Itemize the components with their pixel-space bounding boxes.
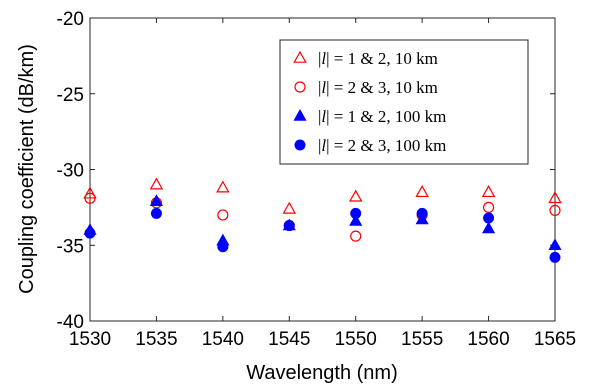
y-tick-label: -20 bbox=[57, 9, 84, 30]
x-tick-label: 1555 bbox=[401, 329, 443, 350]
data-point bbox=[548, 191, 562, 204]
x-tick-label: 1535 bbox=[135, 329, 177, 350]
data-point bbox=[216, 180, 230, 193]
data-point bbox=[483, 212, 495, 224]
data-point bbox=[150, 207, 162, 219]
x-axis-label: Wavelength (nm) bbox=[246, 362, 398, 384]
legend: |l| = 1 & 2, 10 km |l| = 2 & 3, 10 km |l| … bbox=[279, 39, 529, 165]
data-point bbox=[217, 209, 229, 221]
legend-label: |l| = 2 & 3, 100 km bbox=[318, 136, 446, 155]
data-point bbox=[350, 230, 362, 242]
data-point bbox=[548, 238, 562, 250]
y-tick-label: -35 bbox=[57, 236, 84, 257]
data-point bbox=[149, 177, 164, 190]
y-axis: -40 -35 -30 -25 -20 bbox=[57, 9, 555, 333]
data-point bbox=[482, 201, 495, 213]
y-axis-label: Coupling coefficient (dB/km) bbox=[16, 44, 38, 294]
x-tick-label: 1560 bbox=[467, 329, 509, 350]
y-tick-label: -25 bbox=[57, 85, 84, 106]
data-point bbox=[149, 194, 163, 207]
data-point bbox=[482, 221, 496, 234]
data-point bbox=[416, 207, 428, 219]
data-point bbox=[283, 220, 295, 232]
data-point bbox=[549, 251, 561, 263]
y-tick-label: -30 bbox=[57, 161, 84, 182]
data-point bbox=[84, 227, 96, 239]
data-point bbox=[217, 241, 229, 253]
data-point bbox=[84, 192, 96, 204]
data-point bbox=[549, 204, 561, 217]
data-point bbox=[348, 189, 363, 202]
data-point bbox=[481, 184, 496, 198]
x-tick-label: 1545 bbox=[268, 329, 310, 350]
x-tick-label: 1565 bbox=[534, 329, 576, 350]
y-tick-label: -40 bbox=[57, 312, 84, 333]
legend-label: |l| = 1 & 2, 100 km bbox=[318, 107, 446, 126]
legend-box bbox=[279, 39, 529, 165]
x-tick-label: 1530 bbox=[69, 329, 111, 350]
data-point bbox=[415, 184, 429, 198]
legend-label: |l| = 2 & 3, 10 km bbox=[318, 78, 438, 97]
data-point bbox=[350, 207, 362, 219]
data-point bbox=[349, 213, 363, 226]
legend-marker bbox=[293, 50, 307, 63]
x-tick-label: 1550 bbox=[335, 329, 377, 350]
legend-marker bbox=[294, 81, 306, 93]
legend-marker bbox=[293, 108, 307, 121]
x-tick-label: 1540 bbox=[202, 329, 244, 350]
data-point bbox=[83, 186, 97, 199]
series-1 bbox=[83, 177, 562, 214]
legend-marker bbox=[294, 139, 306, 151]
data-point bbox=[282, 201, 297, 214]
x-axis: 1530 1535 1540 1545 1550 1555 1560 1565 bbox=[69, 18, 576, 350]
data-points bbox=[83, 177, 562, 263]
legend-label: |l| = 1 & 2, 10 km bbox=[318, 49, 438, 68]
series-4 bbox=[84, 207, 561, 263]
